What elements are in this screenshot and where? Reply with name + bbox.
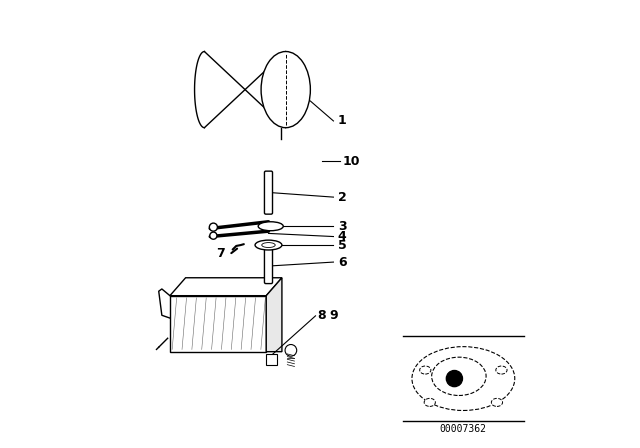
Ellipse shape <box>262 243 275 247</box>
Circle shape <box>446 370 463 387</box>
Text: 1: 1 <box>338 114 347 128</box>
Polygon shape <box>266 278 282 352</box>
Bar <box>266 354 278 365</box>
Ellipse shape <box>496 366 507 374</box>
Ellipse shape <box>255 240 282 250</box>
Text: 2: 2 <box>338 190 347 204</box>
Text: 9: 9 <box>329 309 337 323</box>
Text: 6: 6 <box>338 255 346 269</box>
Circle shape <box>210 232 217 239</box>
Bar <box>170 296 266 352</box>
FancyBboxPatch shape <box>264 171 273 214</box>
Text: 4: 4 <box>338 230 347 243</box>
Ellipse shape <box>431 357 486 396</box>
Ellipse shape <box>420 366 431 374</box>
Text: 8: 8 <box>317 309 326 323</box>
Circle shape <box>285 345 297 356</box>
Text: 00007362: 00007362 <box>440 424 487 434</box>
Text: 3: 3 <box>338 220 346 233</box>
Polygon shape <box>170 278 282 296</box>
Ellipse shape <box>492 398 502 406</box>
Ellipse shape <box>261 52 310 128</box>
Ellipse shape <box>424 398 435 406</box>
Ellipse shape <box>412 347 515 410</box>
FancyBboxPatch shape <box>264 248 273 284</box>
Ellipse shape <box>258 222 284 231</box>
Text: 5: 5 <box>338 238 347 252</box>
Text: 7: 7 <box>216 247 225 260</box>
Text: 10: 10 <box>342 155 360 168</box>
Circle shape <box>209 223 218 231</box>
